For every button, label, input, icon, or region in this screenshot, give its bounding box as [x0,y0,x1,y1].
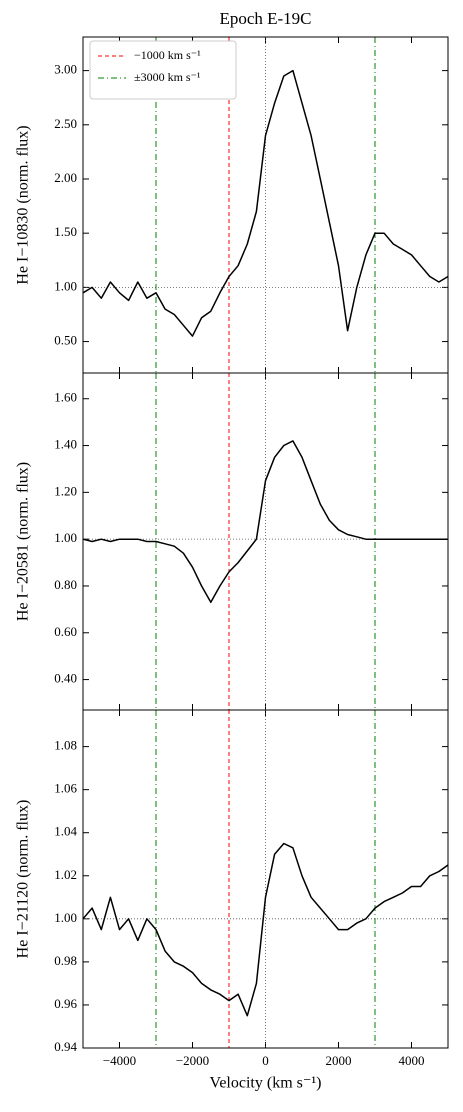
x-tick-label: 2000 [326,1053,352,1068]
y-tick-label: 0.98 [54,953,77,968]
y-tick-label: 0.94 [54,1039,77,1054]
y-tick-label: 0.96 [54,996,77,1011]
y-tick-label: 0.40 [54,671,77,686]
y-tick-label: 1.00 [54,910,77,925]
y-tick-label: 1.00 [54,530,77,545]
spectrum-line [82,69,449,337]
x-axis-label: Velocity (km s⁻¹) [210,1075,322,1092]
y-tick-label: 1.50 [54,224,77,239]
y-axis-label: He I−10830 (norm. flux) [15,125,32,284]
y-axis-label: He I−20581 (norm. flux) [15,462,32,621]
y-tick-label: 1.20 [54,483,77,498]
legend-label: −1000 km s⁻¹ [134,48,201,62]
y-tick-label: 0.50 [54,333,77,348]
chart-title: Epoch E-19C [219,9,311,28]
x-tick-label: 0 [262,1053,269,1068]
y-tick-label: 0.60 [54,624,77,639]
plot-frame [82,709,449,1049]
x-tick-label: −2000 [176,1053,209,1068]
x-tick-label: −4000 [103,1053,136,1068]
y-tick-label: 1.08 [54,738,77,753]
y-tick-label: 1.02 [54,867,77,882]
y-axis-label: He I−21120 (norm. flux) [15,800,32,959]
y-tick-label: 3.00 [54,62,77,77]
y-tick-label: 1.04 [54,824,77,839]
y-tick-label: 2.00 [54,170,77,185]
spectrum-line [82,842,449,1017]
y-tick-label: 2.50 [54,116,77,131]
y-tick-label: 1.40 [54,437,77,452]
legend-label: ±3000 km s⁻¹ [134,70,201,84]
legend-box [89,40,237,100]
y-tick-label: 1.06 [54,781,77,796]
y-tick-label: 0.80 [54,577,77,592]
x-tick-label: 4000 [399,1053,425,1068]
y-tick-label: 1.60 [54,390,77,405]
spectrum-line [82,440,448,604]
y-tick-label: 1.00 [54,278,77,293]
